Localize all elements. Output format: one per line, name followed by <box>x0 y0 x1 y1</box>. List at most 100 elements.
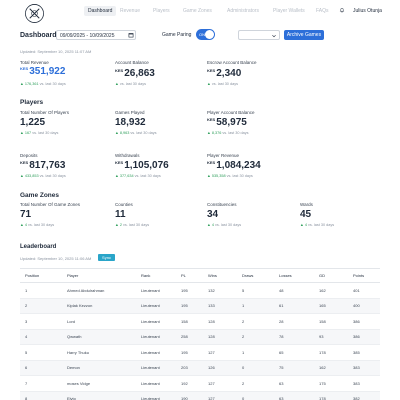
table-cell: 401 <box>348 282 380 299</box>
table-cell: Lieutenant <box>136 344 176 361</box>
column-header[interactable]: Position <box>20 268 62 283</box>
section-title-players: Players <box>20 99 44 106</box>
table-cell: 0 <box>237 360 274 376</box>
table-row[interactable]: 5 Harry Thuku Lieutenant 195 127 1 65 17… <box>20 344 380 361</box>
column-header[interactable]: Losses <box>274 268 314 283</box>
nav-administrators[interactable]: Administrators <box>227 8 259 14</box>
stat-label-player-account-balance: Player Account Balance <box>207 110 255 115</box>
table-row[interactable]: 8 Elyto Lieutenant 190 127 0 63 178 382 <box>20 391 380 400</box>
column-header[interactable]: PL <box>176 268 203 283</box>
sync-button[interactable]: Sync <box>98 254 115 261</box>
stat-trend-total-game-zones: ▲ 4 vs. last 30 days <box>20 223 55 227</box>
table-cell: 128 <box>203 313 237 330</box>
table-cell: 6 <box>20 360 62 376</box>
table-row[interactable]: 1 Ahmed Abdulrahman Lieutenant 195 132 5… <box>20 282 380 299</box>
logo-emblem[interactable] <box>24 3 45 24</box>
table-cell: 158 <box>314 313 348 330</box>
table-cell: Lord <box>62 313 136 330</box>
table-cell: 8 <box>20 391 62 400</box>
table-cell: 61 <box>274 298 314 314</box>
page-title: Dashboard <box>20 32 57 39</box>
stat-value-games-played: 18,932 <box>115 117 146 128</box>
table-cell: 195 <box>176 298 203 314</box>
nav-faqs[interactable]: FAQs <box>316 8 329 14</box>
game-paring-toggle[interactable]: ON <box>196 29 215 40</box>
table-cell: 75 <box>274 360 314 376</box>
nav-game-zones[interactable]: Game Zones <box>183 8 212 14</box>
stat-trend-player-revenue: ▲ 535,358 vs. last 30 days <box>207 174 253 178</box>
table-cell: 2 <box>237 329 274 345</box>
stat-trend-total-revenue: ▲ 176,361 vs. last 30 days <box>20 82 66 86</box>
stat-value-player-revenue: KES1,084,234 <box>207 160 261 171</box>
column-header[interactable]: Draws <box>237 268 274 283</box>
nav-player-wallets[interactable]: Player Wallets <box>273 8 305 14</box>
table-cell: Harry Thuku <box>62 344 136 361</box>
nav-players[interactable]: Players <box>153 8 170 14</box>
nav-revenue[interactable]: Revenue <box>120 8 141 14</box>
stat-trend-deposits: ▲ 433,853 vs. last 30 days <box>20 174 66 178</box>
table-cell: 158 <box>176 313 203 330</box>
stat-label-constituencies: Constituencies <box>207 202 237 207</box>
table-cell: 28 <box>274 313 314 330</box>
stat-value-wards: 45 <box>300 209 312 220</box>
table-row[interactable]: 6 Demon Lieutenant 203 126 0 75 162 383 <box>20 360 380 376</box>
table-cell: 127 <box>203 391 237 400</box>
toggle-knob <box>205 30 214 39</box>
table-cell: 65 <box>274 344 314 361</box>
stat-value-constituencies: 34 <box>207 209 219 220</box>
table-cell: 386 <box>348 329 380 345</box>
stat-value-total-revenue: KES351,922 <box>20 66 66 77</box>
table-cell: 192 <box>176 375 203 392</box>
top-navigation: Dashboard Revenue Players Game Zones Adm… <box>0 0 400 24</box>
nav-dashboard[interactable]: Dashboard <box>84 6 117 16</box>
stat-label-account-balance: Account Balance <box>115 60 149 65</box>
table-cell: moses Vidge <box>62 375 136 392</box>
table-row[interactable]: 4 Qwwath Lieutenant 258 128 2 78 93 386 <box>20 329 380 345</box>
calendar-icon[interactable] <box>128 32 134 38</box>
table-cell: 385 <box>348 344 380 361</box>
table-row[interactable]: 3 Lord Lieutenant 158 128 2 28 158 386 <box>20 313 380 330</box>
chevron-down-icon <box>272 34 276 38</box>
bell-icon[interactable] <box>339 7 345 13</box>
column-header[interactable]: Points <box>348 268 380 283</box>
table-row[interactable]: 2 Kiplak Kezzon Lieutenant 195 133 1 61 … <box>20 298 380 314</box>
table-cell: 48 <box>274 282 314 299</box>
table-cell: 162 <box>314 360 348 376</box>
table-cell: Lieutenant <box>136 313 176 330</box>
table-cell: 383 <box>348 360 380 376</box>
date-range-input[interactable]: 09/09/2025 - 10/09/2025 <box>56 30 136 40</box>
stat-value-player-account-balance: KES58,975 <box>207 117 247 128</box>
table-cell: 383 <box>348 375 380 392</box>
table-row[interactable]: 7 moses Vidge Lieutenant 192 127 2 63 17… <box>20 375 380 392</box>
table-header-row: Position Player Rank PL Wins Draws Losse… <box>20 268 380 283</box>
stat-trend-escrow-balance: ▲ vs. last 30 days <box>207 82 238 86</box>
column-header[interactable]: Player <box>62 268 136 283</box>
user-name[interactable]: Julius Otunja <box>353 8 382 14</box>
table-cell: 162 <box>314 282 348 299</box>
stat-value-total-game-zones: 71 <box>20 209 32 220</box>
stat-value-counties: 11 <box>115 209 126 220</box>
table-cell: 78 <box>274 329 314 345</box>
archive-select[interactable] <box>238 30 280 40</box>
table-cell: Elyto <box>62 391 136 400</box>
table-cell: 400 <box>348 298 380 314</box>
table-cell: 386 <box>348 313 380 330</box>
column-header[interactable]: GD <box>314 268 348 283</box>
table-cell: 5 <box>20 344 62 361</box>
table-cell: Kiplak Kezzon <box>62 298 136 314</box>
table-cell: 175 <box>314 375 348 392</box>
stat-value-withdrawals: KES1,105,076 <box>115 160 169 171</box>
column-header[interactable]: Wins <box>203 268 237 283</box>
leaderboard-updated: Updated: September 10, 2025 11:06 AM <box>20 256 92 261</box>
stat-label-withdrawals: Withdrawals <box>115 153 140 158</box>
table-cell: 195 <box>176 344 203 361</box>
table-cell: Ahmed Abdulrahman <box>62 282 136 299</box>
updated-timestamp: Updated: September 10, 2025 11:07 AM <box>20 49 92 54</box>
archive-games-button[interactable]: Archive Games <box>284 30 324 40</box>
table-cell: 258 <box>176 329 203 345</box>
stat-trend-account-balance: ▲ vs. last 30 days <box>115 82 146 86</box>
table-cell: 126 <box>203 360 237 376</box>
table-cell: 382 <box>348 391 380 400</box>
column-header[interactable]: Rank <box>136 268 176 283</box>
table-cell: 195 <box>176 282 203 299</box>
